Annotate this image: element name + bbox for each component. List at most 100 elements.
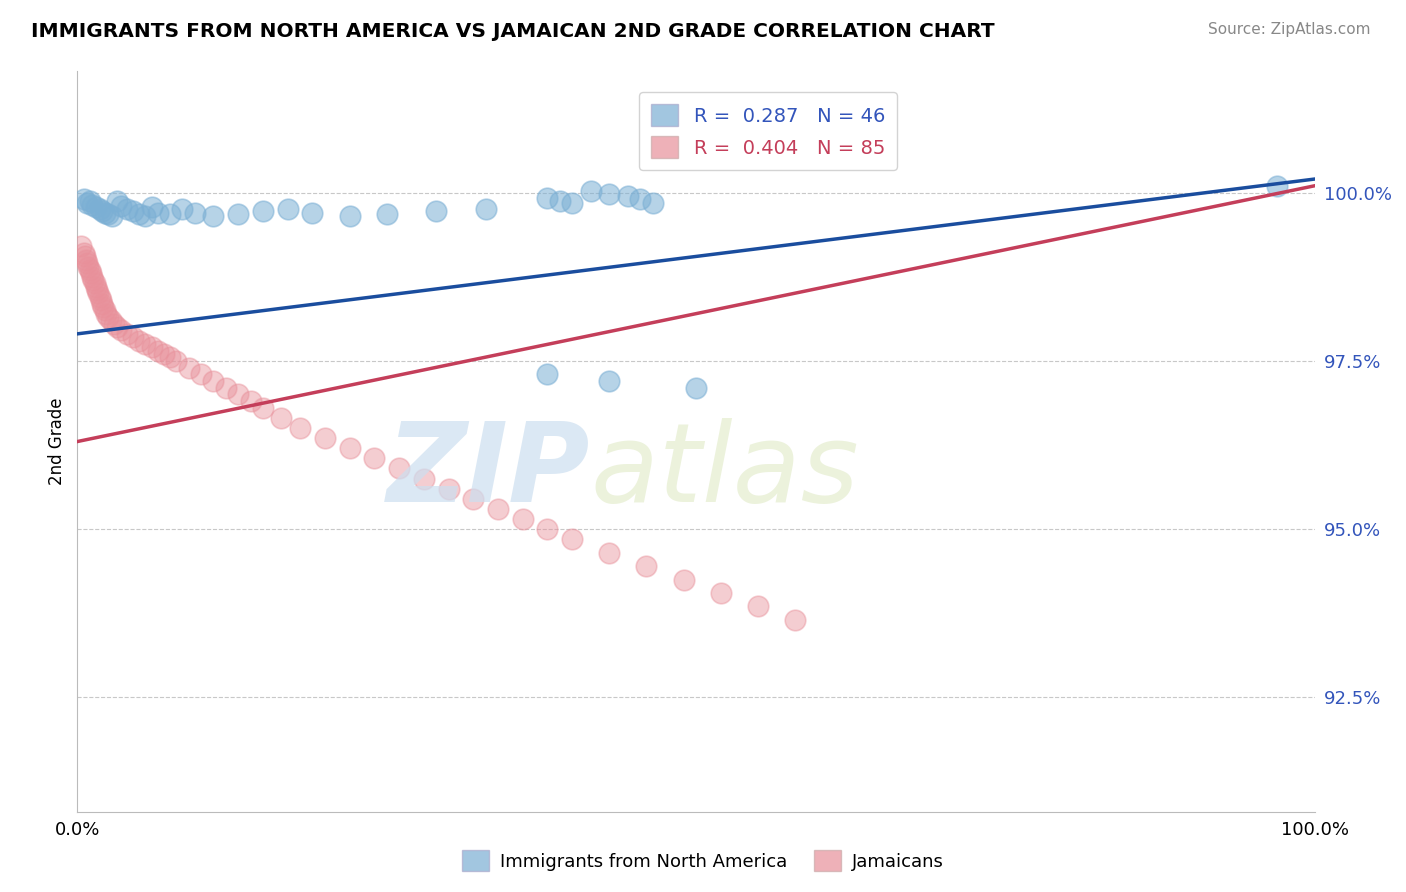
Point bbox=[270, 411, 292, 425]
Point bbox=[159, 207, 181, 221]
Point bbox=[82, 269, 104, 284]
Point bbox=[146, 205, 169, 219]
Point bbox=[153, 347, 176, 361]
Point bbox=[76, 256, 98, 270]
Point bbox=[512, 512, 534, 526]
Point bbox=[70, 239, 93, 253]
Point bbox=[84, 200, 107, 214]
Point bbox=[101, 209, 124, 223]
Point bbox=[146, 343, 169, 358]
Point bbox=[548, 194, 571, 208]
Point bbox=[172, 202, 194, 217]
Point bbox=[1267, 178, 1289, 193]
Point bbox=[685, 381, 707, 395]
Y-axis label: 2nd Grade: 2nd Grade bbox=[48, 398, 66, 485]
Point bbox=[90, 293, 112, 308]
Point bbox=[641, 195, 664, 210]
Point bbox=[598, 546, 620, 560]
Point bbox=[202, 374, 225, 388]
Point bbox=[252, 204, 274, 219]
Point bbox=[84, 279, 107, 293]
Point bbox=[672, 573, 695, 587]
Legend: Immigrants from North America, Jamaicans: Immigrants from North America, Jamaicans bbox=[454, 843, 952, 879]
Point bbox=[474, 202, 496, 217]
Point bbox=[141, 340, 163, 354]
Point bbox=[76, 195, 98, 210]
Point bbox=[128, 334, 150, 348]
Point bbox=[87, 286, 110, 301]
Text: Source: ZipAtlas.com: Source: ZipAtlas.com bbox=[1208, 22, 1371, 37]
Point bbox=[110, 199, 132, 213]
Point bbox=[226, 207, 249, 221]
Point bbox=[79, 194, 101, 208]
Point bbox=[105, 320, 128, 334]
Point bbox=[72, 192, 94, 206]
Point bbox=[94, 307, 117, 321]
Point bbox=[91, 204, 114, 219]
Point bbox=[122, 204, 145, 219]
Point bbox=[277, 202, 299, 217]
Point bbox=[80, 266, 103, 280]
Point bbox=[314, 431, 336, 445]
Point bbox=[122, 330, 145, 344]
Point bbox=[91, 296, 114, 310]
Legend: R =  0.287   N = 46, R =  0.404   N = 85: R = 0.287 N = 46, R = 0.404 N = 85 bbox=[640, 92, 897, 170]
Point bbox=[165, 353, 187, 368]
Point bbox=[579, 184, 602, 198]
Point bbox=[134, 337, 156, 351]
Text: IMMIGRANTS FROM NORTH AMERICA VS JAMAICAN 2ND GRADE CORRELATION CHART: IMMIGRANTS FROM NORTH AMERICA VS JAMAICA… bbox=[31, 22, 994, 41]
Point bbox=[79, 263, 101, 277]
Point bbox=[100, 313, 122, 327]
Point bbox=[628, 192, 651, 206]
Point bbox=[184, 205, 207, 219]
Point bbox=[783, 613, 806, 627]
Point bbox=[159, 351, 181, 365]
Point bbox=[536, 368, 558, 382]
Point bbox=[747, 599, 769, 614]
Point bbox=[226, 387, 249, 401]
Point bbox=[561, 532, 583, 546]
Point bbox=[97, 310, 120, 324]
Text: ZIP: ZIP bbox=[387, 417, 591, 524]
Point bbox=[177, 360, 200, 375]
Point bbox=[425, 204, 447, 219]
Point bbox=[128, 207, 150, 221]
Point bbox=[75, 252, 97, 267]
Point bbox=[91, 300, 114, 314]
Point bbox=[388, 461, 411, 475]
Point bbox=[103, 317, 125, 331]
Point bbox=[115, 326, 138, 341]
Point bbox=[141, 200, 163, 214]
Point bbox=[375, 207, 398, 221]
Point bbox=[598, 186, 620, 201]
Point bbox=[536, 522, 558, 536]
Point bbox=[288, 421, 311, 435]
Point bbox=[636, 559, 658, 574]
Point bbox=[82, 273, 104, 287]
Point bbox=[339, 209, 361, 223]
Point bbox=[561, 195, 583, 210]
Point bbox=[339, 442, 361, 456]
Point bbox=[412, 472, 434, 486]
Point bbox=[89, 290, 111, 304]
Point bbox=[598, 374, 620, 388]
Point bbox=[134, 209, 156, 223]
Point bbox=[363, 451, 385, 466]
Point bbox=[202, 209, 225, 223]
Point bbox=[93, 303, 115, 318]
Point bbox=[83, 277, 105, 291]
Point bbox=[190, 368, 212, 382]
Point bbox=[97, 207, 120, 221]
Point bbox=[463, 491, 485, 506]
Point bbox=[115, 202, 138, 217]
Point bbox=[110, 324, 132, 338]
Point bbox=[73, 250, 96, 264]
Point bbox=[239, 394, 262, 409]
Point bbox=[536, 191, 558, 205]
Point bbox=[82, 197, 104, 211]
Point bbox=[617, 189, 640, 203]
Point bbox=[437, 482, 460, 496]
Point bbox=[93, 205, 115, 219]
Point bbox=[710, 586, 733, 600]
Point bbox=[105, 194, 128, 208]
